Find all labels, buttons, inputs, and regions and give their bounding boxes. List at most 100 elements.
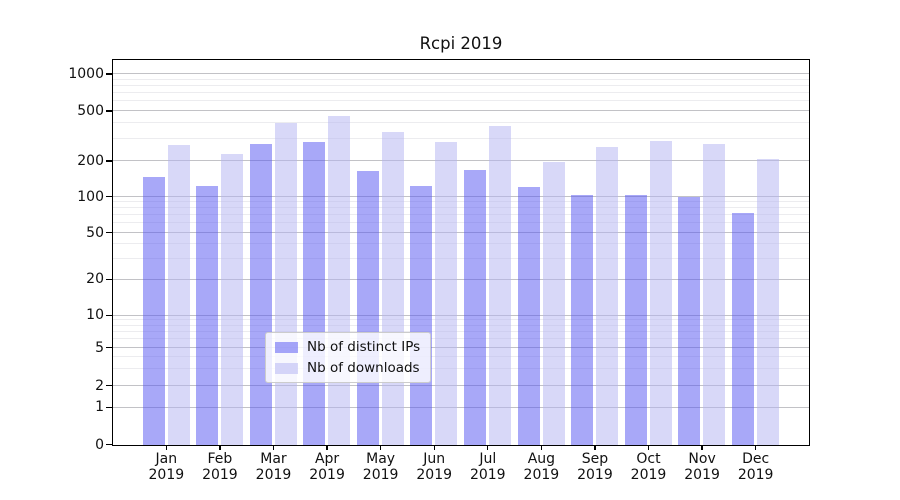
- x-tick-label: May 2019: [362, 451, 399, 483]
- y-tick-mark: [106, 73, 113, 75]
- gridline-minor: [113, 85, 809, 87]
- x-tick-mark: [594, 446, 596, 450]
- y-tick-label: 1: [95, 399, 104, 416]
- x-tick-label: Jan 2019: [148, 451, 185, 483]
- y-tick-label: 100: [77, 188, 104, 205]
- x-tick-mark: [755, 446, 757, 450]
- gridline-major: [113, 231, 809, 233]
- legend-label-distinct-ips: Nb of distinct IPs: [307, 339, 421, 355]
- y-tick-mark: [106, 110, 113, 112]
- x-tick-label: Sep 2019: [577, 451, 613, 483]
- y-tick-label: 500: [77, 103, 104, 119]
- y-tick-mark: [106, 406, 113, 408]
- x-tick-label: Jun 2019: [416, 451, 453, 483]
- y-tick-mark: [106, 314, 113, 316]
- gridline-minor: [113, 214, 809, 216]
- bar-downloads: [328, 116, 351, 445]
- x-tick-mark: [326, 446, 328, 450]
- bar-distinct-ips: [356, 170, 379, 445]
- gridline-minor: [113, 319, 809, 321]
- x-tick-mark: [219, 446, 221, 450]
- bar-downloads: [649, 141, 672, 445]
- y-tick-label: 200: [77, 153, 104, 169]
- chart-title: Rcpi 2019: [419, 34, 503, 53]
- bar-distinct-ips: [678, 196, 701, 445]
- legend-label-downloads: Nb of downloads: [307, 360, 420, 376]
- x-tick-mark: [647, 446, 650, 450]
- y-tick-mark: [106, 278, 113, 280]
- x-tick-mark: [540, 446, 542, 450]
- y-tick-mark: [106, 444, 113, 446]
- gridline-minor: [113, 78, 809, 80]
- y-tick-mark: [106, 347, 113, 349]
- x-tick-label: Jul 2019: [469, 451, 506, 483]
- x-tick-label: Aug 2019: [523, 451, 560, 483]
- y-tick-mark: [106, 385, 113, 387]
- x-tick-label: Nov 2019: [684, 451, 720, 483]
- gridline-major: [113, 314, 809, 316]
- x-tick-label: Feb 2019: [202, 451, 238, 483]
- gridline-major: [113, 406, 809, 408]
- gridline-minor: [113, 100, 809, 102]
- x-tick-label: Dec 2019: [737, 451, 774, 483]
- bar-distinct-ips: [196, 185, 219, 445]
- y-tick-label: 5: [95, 339, 104, 356]
- bar-downloads: [542, 161, 565, 445]
- y-tick-label: 10: [86, 307, 104, 324]
- bar-distinct-ips: [624, 195, 647, 445]
- y-tick-label: 0: [95, 436, 104, 453]
- gridline-minor: [113, 368, 809, 370]
- legend-item-distinct-ips: Nb of distinct IPs: [275, 338, 420, 356]
- gridline-minor: [113, 201, 809, 203]
- gridline-major: [113, 73, 809, 75]
- legend-swatch-distinct-ips: [275, 341, 298, 353]
- gridline-minor: [113, 338, 809, 340]
- gridline-major: [113, 346, 809, 348]
- legend-swatch-downloads: [275, 362, 298, 374]
- bar-downloads: [381, 132, 404, 445]
- bar-downloads: [756, 158, 779, 445]
- gridline-major: [113, 195, 809, 197]
- y-tick-label: 2: [95, 377, 104, 394]
- bar-distinct-ips: [303, 141, 326, 445]
- bar-downloads: [596, 146, 619, 445]
- bar-downloads: [488, 126, 511, 445]
- bar-distinct-ips: [142, 177, 165, 445]
- bar-downloads: [221, 154, 244, 445]
- y-tick-mark: [106, 160, 113, 162]
- x-tick-label: Mar 2019: [255, 451, 292, 483]
- gridline-minor: [113, 257, 809, 259]
- x-tick-mark: [379, 446, 382, 450]
- y-tick-mark: [106, 196, 113, 198]
- gridline-minor: [113, 222, 809, 224]
- x-tick-mark: [487, 446, 489, 450]
- bar-distinct-ips: [571, 195, 594, 445]
- x-tick-label: Oct 2019: [630, 451, 667, 483]
- x-tick-mark: [272, 446, 275, 450]
- bar-downloads: [167, 144, 190, 445]
- gridline-major: [113, 110, 809, 112]
- x-tick-mark: [165, 446, 167, 450]
- bar-distinct-ips: [249, 143, 272, 445]
- bar-distinct-ips: [463, 169, 486, 445]
- x-tick-mark: [433, 446, 435, 450]
- bar-distinct-ips: [731, 212, 754, 445]
- gridline-major: [113, 278, 809, 280]
- gridline-minor: [113, 92, 809, 94]
- gridline-major: [113, 384, 809, 386]
- gridline-minor: [113, 356, 809, 358]
- plot-area: [112, 59, 810, 446]
- y-tick-mark: [106, 232, 113, 234]
- bar-downloads: [435, 142, 458, 445]
- gridline-minor: [113, 122, 809, 124]
- bar-downloads: [274, 123, 297, 445]
- bar-distinct-ips: [517, 187, 540, 445]
- y-tick-label: 1000: [68, 66, 104, 82]
- gridline-minor: [113, 138, 809, 140]
- y-tick-label: 20: [86, 271, 104, 288]
- gridline-minor: [113, 243, 809, 245]
- x-tick-label: Apr 2019: [309, 451, 345, 483]
- x-tick-mark: [701, 446, 703, 450]
- gridline-minor: [113, 324, 809, 326]
